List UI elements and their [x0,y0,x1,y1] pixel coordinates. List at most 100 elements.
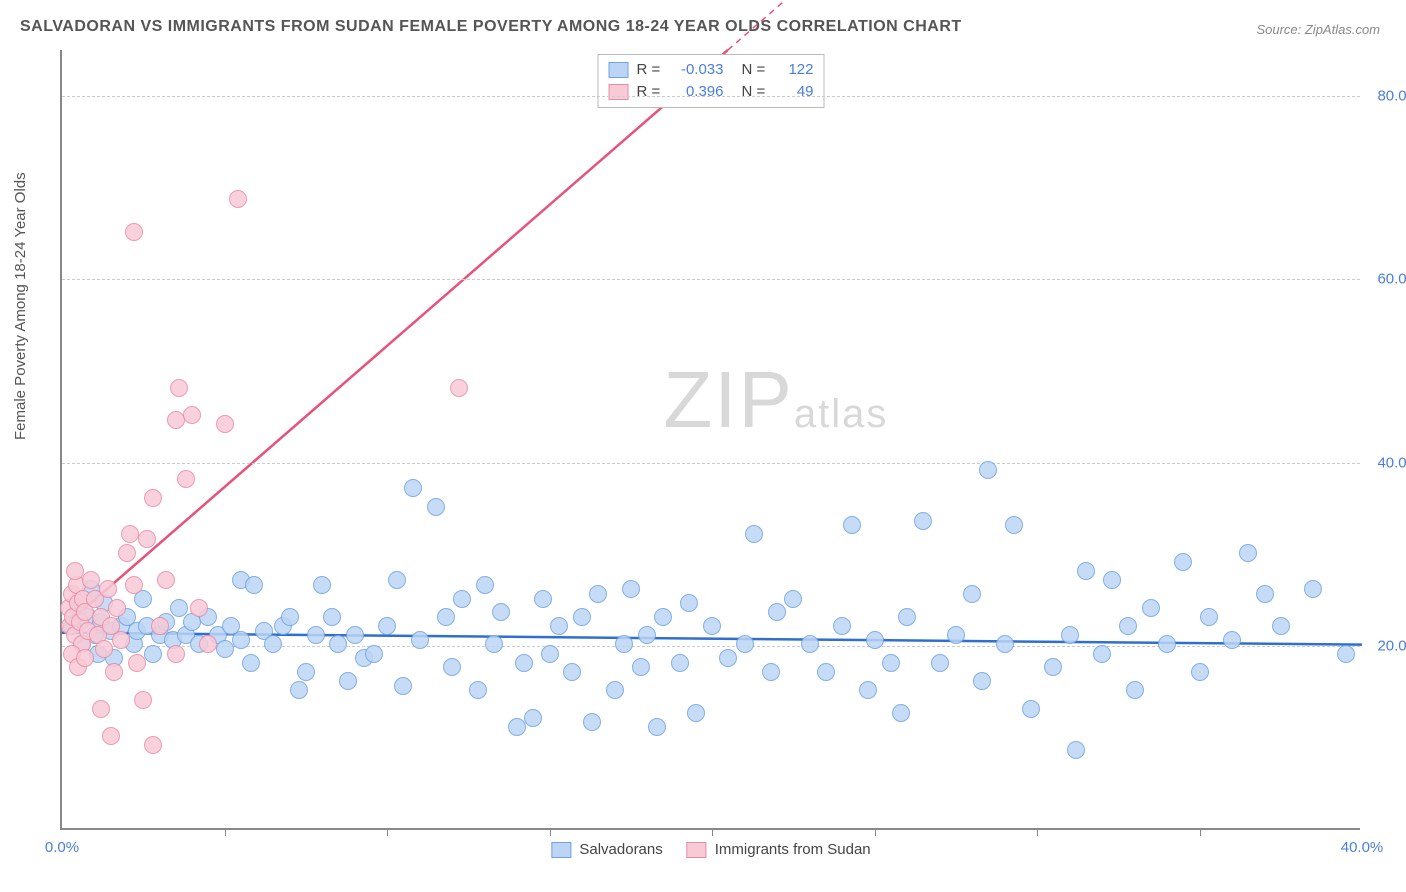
data-point [680,594,698,612]
x-tick [1037,828,1038,836]
data-point [199,635,217,653]
data-point [1022,700,1040,718]
y-tick-label: 20.0% [1365,638,1406,655]
legend-n-label: N = [742,81,766,103]
data-point [427,498,445,516]
data-point [648,718,666,736]
data-point [1272,617,1290,635]
data-point [99,580,117,598]
data-point [492,603,510,621]
data-point [703,617,721,635]
data-point [563,663,581,681]
data-point [216,415,234,433]
data-point [290,681,308,699]
data-point [453,590,471,608]
data-point [1067,741,1085,759]
data-point [1142,599,1160,617]
y-tick-label: 80.0% [1365,87,1406,104]
legend-r-value: -0.033 [669,59,724,81]
x-tick [1200,828,1201,836]
data-point [411,631,429,649]
x-tick-label: 40.0% [1341,839,1384,856]
legend-n-value: 49 [774,81,814,103]
data-point [469,681,487,699]
data-point [1304,580,1322,598]
legend-label: Salvadorans [579,841,662,858]
data-point [947,626,965,644]
data-point [388,571,406,589]
data-point [144,489,162,507]
data-point [632,658,650,676]
data-point [508,718,526,736]
data-point [515,654,533,672]
data-point [1005,516,1023,534]
data-point [105,663,123,681]
data-point [768,603,786,621]
watermark-main: ZIP [663,355,793,444]
data-point [931,654,949,672]
data-point [118,544,136,562]
legend-swatch [551,842,571,858]
legend-r-label: R = [637,81,661,103]
data-point [606,681,624,699]
data-point [524,709,542,727]
legend-swatch [687,842,707,858]
data-point [378,617,396,635]
data-point [638,626,656,644]
legend-n-label: N = [742,59,766,81]
watermark-sub: atlas [794,392,889,436]
data-point [404,479,422,497]
data-point [232,631,250,649]
data-point [437,608,455,626]
data-point [144,645,162,663]
data-point [183,406,201,424]
legend-n-value: 122 [774,59,814,81]
data-point [339,672,357,690]
legend-item: Salvadorans [551,841,662,858]
data-point [170,379,188,397]
data-point [177,470,195,488]
gridline-h [62,463,1360,464]
data-point [1256,585,1274,603]
data-point [485,635,503,653]
data-point [1119,617,1137,635]
legend-item: Immigrants from Sudan [687,841,871,858]
data-point [1223,631,1241,649]
data-point [892,704,910,722]
data-point [719,649,737,667]
data-point [108,599,126,617]
data-point [736,635,754,653]
data-point [1200,608,1218,626]
data-point [216,640,234,658]
data-point [979,461,997,479]
data-point [762,663,780,681]
data-point [1174,553,1192,571]
data-point [138,530,156,548]
data-point [125,223,143,241]
data-point [583,713,601,731]
data-point [297,663,315,681]
gridline-h [62,96,1360,97]
data-point [1126,681,1144,699]
data-point [245,576,263,594]
correlation-legend: R =-0.033N =122R =0.396N =49 [598,54,825,108]
data-point [914,512,932,530]
data-point [687,704,705,722]
data-point [866,631,884,649]
series-legend: Salvadorans Immigrants from Sudan [551,841,870,858]
x-tick [387,828,388,836]
data-point [121,525,139,543]
source-attribution: Source: ZipAtlas.com [1256,22,1380,37]
x-tick [550,828,551,836]
data-point [541,645,559,663]
x-tick [225,828,226,836]
data-point [264,635,282,653]
data-point [450,379,468,397]
data-point [443,658,461,676]
data-point [784,590,802,608]
y-tick-label: 40.0% [1365,454,1406,471]
data-point [1191,663,1209,681]
data-point [973,672,991,690]
data-point [859,681,877,699]
data-point [229,190,247,208]
